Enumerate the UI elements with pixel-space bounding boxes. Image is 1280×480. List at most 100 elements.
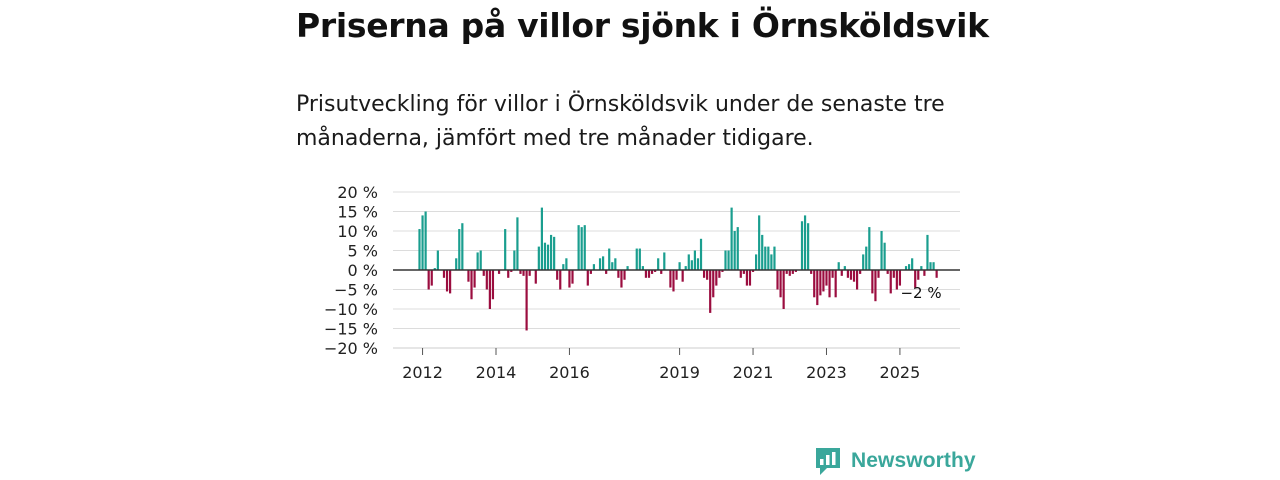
bar [690, 260, 693, 270]
bar [433, 268, 436, 270]
y-tick-label: 20 % [337, 183, 378, 202]
bar [739, 270, 742, 278]
bar [519, 270, 522, 274]
bar [779, 270, 782, 298]
bar [871, 270, 874, 294]
bar [803, 215, 807, 270]
bar [892, 270, 895, 278]
bar [889, 270, 892, 294]
bar [828, 270, 831, 298]
bar [507, 270, 510, 278]
bar [473, 270, 476, 288]
bar [715, 270, 718, 286]
bar [605, 270, 608, 274]
bar [559, 270, 562, 290]
x-tick-label: 2021 [733, 363, 774, 382]
y-tick-label: 15 % [337, 203, 378, 222]
bar [522, 270, 525, 276]
bar [807, 223, 810, 270]
bar [546, 244, 550, 270]
bar [773, 246, 776, 270]
bar [442, 270, 446, 278]
bar [537, 246, 540, 270]
bar [436, 250, 439, 270]
bar [598, 258, 602, 270]
bar [449, 270, 452, 294]
bar [549, 234, 553, 270]
bar [908, 264, 911, 270]
bar [721, 270, 724, 272]
bar [562, 264, 565, 270]
bar [467, 270, 470, 282]
bar [702, 270, 706, 278]
bar [843, 266, 846, 270]
bar [482, 270, 485, 276]
bar [849, 270, 853, 280]
bar [583, 225, 586, 270]
bar [816, 270, 819, 306]
bar [421, 215, 424, 270]
bar [831, 270, 834, 278]
y-tick-label: −10 % [324, 300, 378, 319]
bar [592, 264, 596, 270]
bar [657, 258, 660, 270]
chart-subtitle: Prisutveckling för villor i Örnsköldsvik… [296, 92, 945, 151]
bar [620, 270, 623, 288]
bar [660, 270, 663, 274]
bar [904, 266, 908, 270]
bar [914, 270, 917, 288]
bar [672, 270, 675, 292]
bar [699, 238, 703, 270]
bar [862, 254, 865, 270]
bar [776, 270, 779, 290]
bar [556, 270, 559, 280]
bar [553, 236, 556, 270]
bar [883, 242, 886, 270]
bar [540, 207, 543, 270]
bar [445, 270, 449, 292]
bar [874, 270, 877, 302]
bar [644, 270, 648, 278]
bar [681, 270, 684, 282]
bar [751, 270, 755, 272]
bar [638, 248, 641, 270]
bar [696, 258, 700, 270]
bar [418, 229, 421, 270]
bar [491, 270, 495, 300]
bar [767, 246, 770, 270]
y-tick-label: 0 % [348, 261, 378, 280]
bar [709, 270, 712, 313]
bar [568, 270, 571, 288]
bar [819, 270, 822, 296]
bar [589, 270, 592, 274]
bar [865, 246, 868, 270]
bar [497, 270, 501, 274]
bar [565, 258, 568, 270]
bar [712, 270, 715, 298]
bar [675, 270, 678, 280]
newsworthy-logo-icon [816, 448, 840, 475]
bar [926, 234, 929, 270]
bar [614, 258, 617, 270]
bar [724, 250, 727, 270]
bar [791, 270, 794, 274]
bar [430, 270, 433, 286]
bar [669, 270, 672, 288]
bar [510, 270, 513, 272]
bar [855, 270, 859, 290]
bar [770, 254, 773, 270]
bar [458, 229, 461, 270]
bar [488, 270, 491, 309]
bar [528, 270, 531, 276]
bar [834, 270, 837, 298]
bar [461, 223, 464, 270]
brand-name: Newsworthy [851, 449, 976, 472]
bar [840, 270, 843, 276]
bar [577, 225, 580, 270]
bar [663, 252, 666, 270]
bar [810, 270, 813, 274]
bar [534, 270, 537, 284]
bar [602, 256, 605, 270]
bar [730, 207, 733, 270]
